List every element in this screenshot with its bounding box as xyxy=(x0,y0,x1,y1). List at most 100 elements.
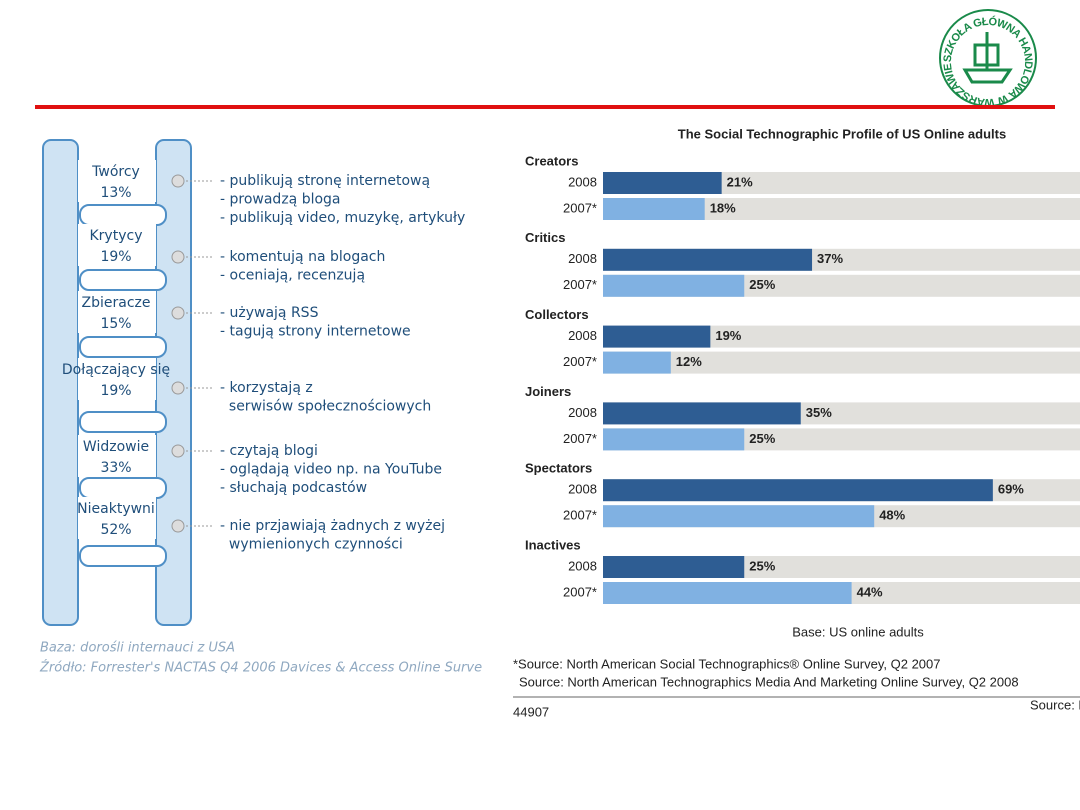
bullet-text: - komentują na blogach xyxy=(220,249,385,265)
bar xyxy=(603,172,722,194)
bar xyxy=(603,351,671,374)
chart-code: 44907 xyxy=(513,704,549,719)
value-label: 48% xyxy=(879,508,905,523)
value-label: 69% xyxy=(998,482,1024,497)
level-share: 15% xyxy=(100,316,131,332)
chart: The Social Technographic Profile of US O… xyxy=(513,126,1080,719)
rail xyxy=(42,139,79,626)
bullet-text: - używają RSS xyxy=(220,305,319,321)
series-label: 2008 xyxy=(568,251,597,266)
bar xyxy=(603,556,745,578)
connector-dot xyxy=(171,444,185,458)
series-label: 2008 xyxy=(568,405,597,420)
rung xyxy=(79,411,167,433)
bullet-text: - słuchają podcastów xyxy=(220,480,367,496)
level-name: Zbieracze xyxy=(82,295,151,311)
bullet-text: - nie przjawiają żadnych z wyżej xyxy=(220,518,445,534)
bar xyxy=(603,582,852,604)
bar-background xyxy=(603,325,1080,348)
chart-title: The Social Technographic Profile of US O… xyxy=(678,126,1006,141)
bar xyxy=(603,505,875,528)
series-label: 2007* xyxy=(563,584,597,599)
bullet-text: - publikują stronę internetową xyxy=(220,173,430,189)
category-label: Joiners xyxy=(525,384,571,399)
bullet-text: - prowadzą bloga xyxy=(220,192,341,208)
bar xyxy=(603,274,745,297)
ladder: Twórcy 13% - publikują stronę internetową -… xyxy=(39,139,482,676)
connector-dot xyxy=(171,519,185,533)
bar-background xyxy=(603,198,1080,220)
footnote: Baza: dorośli internauci z USA xyxy=(40,641,235,656)
bar-background xyxy=(603,351,1080,374)
connector-dot xyxy=(171,174,185,188)
category-label: Critics xyxy=(525,230,565,245)
level-name: Twórcy xyxy=(91,164,140,180)
value-label: 18% xyxy=(710,200,736,215)
value-label: 21% xyxy=(727,174,753,189)
bar xyxy=(603,198,705,220)
level-name: Nieaktywni xyxy=(77,501,155,517)
label-box xyxy=(78,435,156,477)
level-name: Widzowie xyxy=(83,439,149,455)
logo-ship xyxy=(962,32,1013,84)
bullet-text: - korzystają z xyxy=(220,380,313,396)
value-label: 37% xyxy=(817,251,843,266)
series-label: 2007* xyxy=(563,354,597,369)
series-label: 2008 xyxy=(568,482,597,497)
value-label: 25% xyxy=(749,558,775,573)
source-line: *Source: North American Social Technogra… xyxy=(513,656,941,671)
bullet-text: - czytają blogi xyxy=(220,443,318,459)
level-name: Krytycy xyxy=(90,228,143,244)
bullet-text: wymienionych czynności xyxy=(220,537,403,553)
bar xyxy=(603,479,993,502)
base-note: Base: US online adults xyxy=(792,624,924,639)
category-label: Spectators xyxy=(525,461,592,476)
series-label: 2008 xyxy=(568,174,597,189)
category-label: Creators xyxy=(525,153,578,168)
source-line: Source: North American Technographics Me… xyxy=(519,674,1019,689)
connector-dot xyxy=(171,306,185,320)
bar xyxy=(603,402,801,425)
category-label: Collectors xyxy=(525,307,589,322)
value-label: 25% xyxy=(749,431,775,446)
connector-dot xyxy=(171,381,185,395)
value-label: 25% xyxy=(749,277,775,292)
level-share: 52% xyxy=(100,522,131,538)
series-label: 2007* xyxy=(563,200,597,215)
level-share: 13% xyxy=(100,185,131,201)
rung xyxy=(79,477,167,499)
bullet-text: - oglądają video np. na YouTube xyxy=(220,462,442,478)
level-name: Dołączający się xyxy=(62,362,170,378)
bar xyxy=(603,248,813,271)
category-label: Inactives xyxy=(525,537,581,552)
bar xyxy=(603,428,745,451)
value-label: 44% xyxy=(857,584,883,599)
series-label: 2007* xyxy=(563,277,597,292)
label-box xyxy=(78,291,156,333)
series-label: 2008 xyxy=(568,328,597,343)
bullet-text: - publikują video, muzykę, artykuły xyxy=(220,210,465,226)
rung xyxy=(79,269,167,291)
rung xyxy=(79,336,167,358)
bar-background xyxy=(603,172,1080,194)
rung xyxy=(79,204,167,226)
label-box xyxy=(78,497,156,539)
logo: SZKOŁA GŁÓWNA HANDLOWA W WARSZAWIE xyxy=(939,9,1037,108)
value-label: 19% xyxy=(715,328,741,343)
label-box xyxy=(78,358,156,400)
rung xyxy=(79,545,167,567)
level-share: 19% xyxy=(100,249,131,265)
bar xyxy=(603,325,711,348)
level-share: 33% xyxy=(100,460,131,476)
connector-dot xyxy=(171,250,185,264)
level-share: 19% xyxy=(100,383,131,399)
bullet-text: serwisów społecznościowych xyxy=(220,399,431,415)
series-label: 2007* xyxy=(563,508,597,523)
series-label: 2007* xyxy=(563,431,597,446)
label-box xyxy=(78,224,156,266)
series-label: 2008 xyxy=(568,558,597,573)
value-label: 12% xyxy=(676,354,702,369)
value-label: 35% xyxy=(806,405,832,420)
bullet-text: - tagują strony internetowe xyxy=(220,324,411,340)
